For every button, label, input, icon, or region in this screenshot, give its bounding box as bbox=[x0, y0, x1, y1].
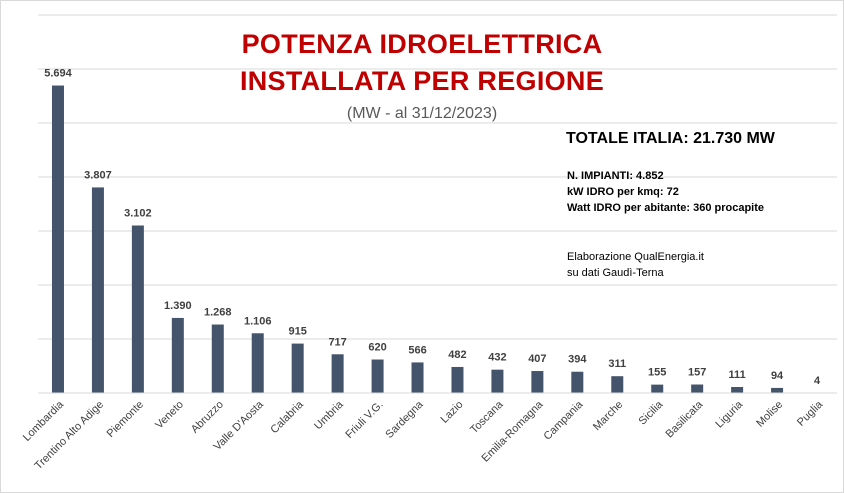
category-label: Abruzzo bbox=[189, 399, 226, 436]
bar-value-label: 3.807 bbox=[84, 169, 112, 181]
bar bbox=[211, 324, 224, 393]
bar bbox=[571, 371, 584, 393]
bar bbox=[51, 85, 64, 394]
category-label: Toscana bbox=[468, 398, 506, 436]
bar-value-label: 407 bbox=[528, 353, 546, 365]
bar-value-label: 1.268 bbox=[204, 307, 232, 319]
chart-subtitle: (MW - al 31/12/2023) bbox=[346, 105, 498, 122]
bar-value-label: 394 bbox=[568, 354, 587, 366]
bar bbox=[691, 384, 704, 393]
category-label: Veneto bbox=[153, 399, 186, 432]
chart-title-line1: POTENZA IDROELETTRICA bbox=[241, 29, 603, 59]
bar-value-label: 157 bbox=[688, 367, 706, 379]
bar-value-label: 1.106 bbox=[244, 315, 272, 327]
bar-value-label: 5.694 bbox=[44, 68, 72, 80]
category-label: Calabria bbox=[268, 398, 306, 436]
bar bbox=[651, 384, 664, 393]
gridlines bbox=[38, 14, 837, 340]
bar bbox=[491, 369, 504, 393]
category-label: Puglia bbox=[795, 398, 826, 429]
bar bbox=[251, 333, 264, 393]
bar bbox=[531, 371, 544, 393]
category-label: Sardegna bbox=[383, 398, 426, 441]
credit-line2: su dati Gaudì-Terna bbox=[567, 267, 664, 279]
bar bbox=[611, 376, 624, 393]
category-label: Trentino Alto Adige bbox=[33, 399, 106, 472]
category-label: Sicilia bbox=[637, 398, 666, 427]
bar-value-label: 155 bbox=[648, 367, 666, 379]
category-label: Lazio bbox=[439, 399, 466, 426]
category-label: Friuli V.G. bbox=[343, 399, 385, 441]
data-labels: 5.694 3.807 3.102 1.390 1.268 1.106 915 717 620 5… bbox=[44, 68, 821, 387]
stat-watt-per-abitante: Watt IDRO per abitante: 360 procapite bbox=[567, 202, 765, 214]
bar-value-label: 620 bbox=[368, 342, 386, 354]
category-label: Marche bbox=[591, 399, 625, 433]
bar-value-label: 717 bbox=[328, 336, 346, 348]
bar bbox=[131, 225, 144, 393]
category-label: Piemonte bbox=[105, 399, 146, 440]
bar-value-label: 311 bbox=[608, 358, 626, 370]
bar bbox=[171, 317, 184, 393]
bar bbox=[291, 343, 304, 393]
bars bbox=[51, 85, 824, 394]
bar bbox=[91, 187, 104, 393]
category-label: Liguria bbox=[713, 398, 745, 430]
stat-kw-per-kmq: kW IDRO per kmq: 72 bbox=[567, 186, 679, 198]
category-label: Campania bbox=[542, 398, 587, 443]
bar-value-label: 1.390 bbox=[164, 300, 192, 312]
bar-value-label: 566 bbox=[408, 344, 426, 356]
bar-value-label: 915 bbox=[288, 326, 306, 338]
bar bbox=[371, 359, 384, 393]
chart-title-line2: INSTALLATA PER REGIONE bbox=[239, 66, 605, 96]
category-label: Basilicata bbox=[664, 398, 706, 440]
stat-impianti: N. IMPIANTI: 4.852 bbox=[567, 170, 664, 182]
bar-value-label: 432 bbox=[488, 352, 506, 364]
credit-line1: Elaborazione QualEnergia.it bbox=[567, 251, 704, 263]
category-label: Molise bbox=[754, 399, 785, 430]
bar bbox=[451, 366, 464, 393]
bar bbox=[771, 387, 784, 393]
bar-value-label: 94 bbox=[771, 370, 784, 382]
bar-value-label: 4 bbox=[814, 375, 821, 387]
bar-value-label: 3.102 bbox=[124, 207, 152, 219]
bar-value-label: 482 bbox=[448, 349, 466, 361]
category-label: Umbria bbox=[312, 398, 346, 432]
total-italia: TOTALE ITALIA: 21.730 MW bbox=[566, 130, 775, 147]
bar-value-label: 111 bbox=[729, 369, 746, 381]
bar bbox=[731, 387, 744, 393]
bar bbox=[331, 354, 344, 393]
bar bbox=[411, 362, 424, 393]
